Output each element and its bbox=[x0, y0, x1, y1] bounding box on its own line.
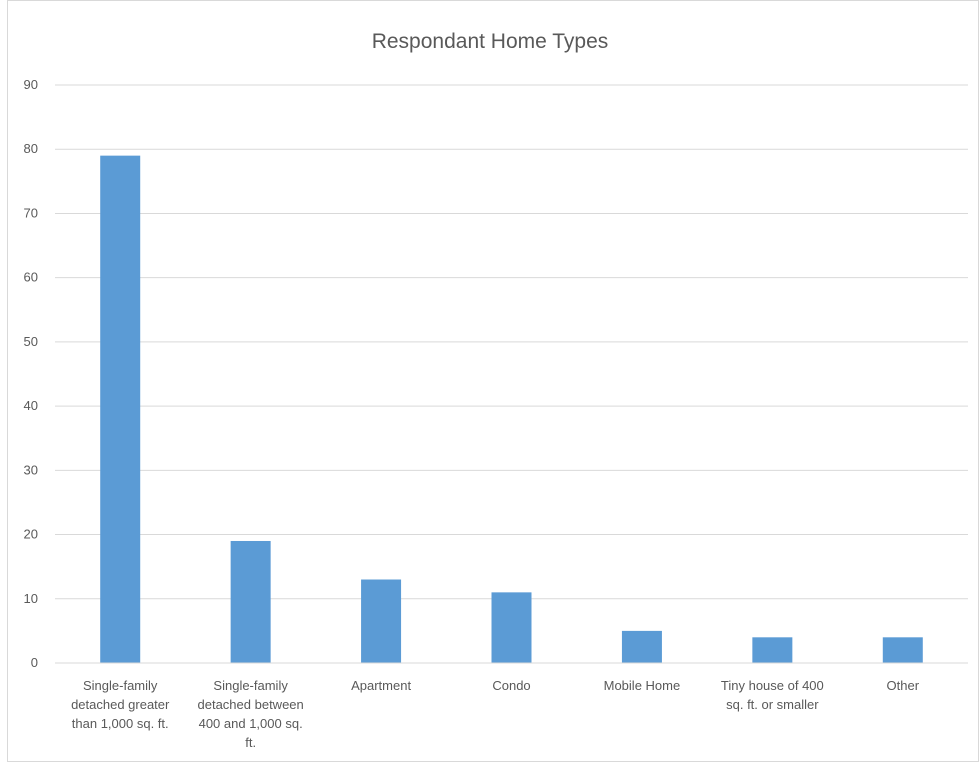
x-tick-label-line: 400 and 1,000 sq. bbox=[199, 716, 303, 731]
chart-title: Respondant Home Types bbox=[371, 30, 609, 53]
y-tick-label: 30 bbox=[24, 462, 38, 477]
x-tick-label-line: ft. bbox=[245, 735, 256, 750]
y-tick-label: 50 bbox=[24, 334, 38, 349]
x-tick-label: Single-family detached between 400 and 1,0… bbox=[198, 678, 304, 750]
x-tick-label: Mobile Home bbox=[604, 678, 681, 693]
x-tick-label-line: detached between bbox=[198, 697, 304, 712]
x-tick-label: Condo bbox=[492, 678, 530, 693]
bar bbox=[752, 637, 793, 663]
x-tick-label-line: Other bbox=[887, 678, 920, 693]
bar bbox=[361, 579, 402, 663]
x-tick-label-line: Single-family bbox=[83, 678, 158, 693]
x-tick-label: Single-family detached greater than 1,000 … bbox=[71, 678, 170, 731]
x-tick-label: Other bbox=[887, 678, 920, 693]
x-tick-label-line: Single-family bbox=[213, 678, 288, 693]
x-tick-label: Apartment bbox=[351, 678, 411, 693]
x-tick-label-line: Mobile Home bbox=[604, 678, 681, 693]
y-tick-label: 40 bbox=[24, 398, 38, 413]
y-tick-label: 10 bbox=[24, 591, 38, 606]
y-tick-label: 70 bbox=[24, 205, 38, 220]
bar bbox=[491, 592, 532, 663]
x-tick-label-line: Condo bbox=[492, 678, 530, 693]
x-tick-label: Tiny house of 400 sq. ft. or smaller bbox=[721, 678, 824, 712]
x-tick-label-line: sq. ft. or smaller bbox=[726, 697, 819, 712]
bar bbox=[230, 540, 271, 663]
y-tick-label: 60 bbox=[24, 270, 38, 285]
x-tick-label-line: Apartment bbox=[351, 678, 411, 693]
y-tick-label: 0 bbox=[31, 655, 38, 670]
x-tick-label-line: Tiny house of 400 bbox=[721, 678, 824, 693]
bar bbox=[100, 155, 141, 663]
x-tick-label-line: than 1,000 sq. ft. bbox=[72, 716, 169, 731]
y-tick-label: 20 bbox=[24, 527, 38, 542]
bar bbox=[882, 637, 923, 663]
bar bbox=[621, 630, 662, 663]
y-tick-label: 90 bbox=[24, 77, 38, 92]
x-tick-label-line: detached greater bbox=[71, 697, 170, 712]
y-tick-label: 80 bbox=[24, 141, 38, 156]
